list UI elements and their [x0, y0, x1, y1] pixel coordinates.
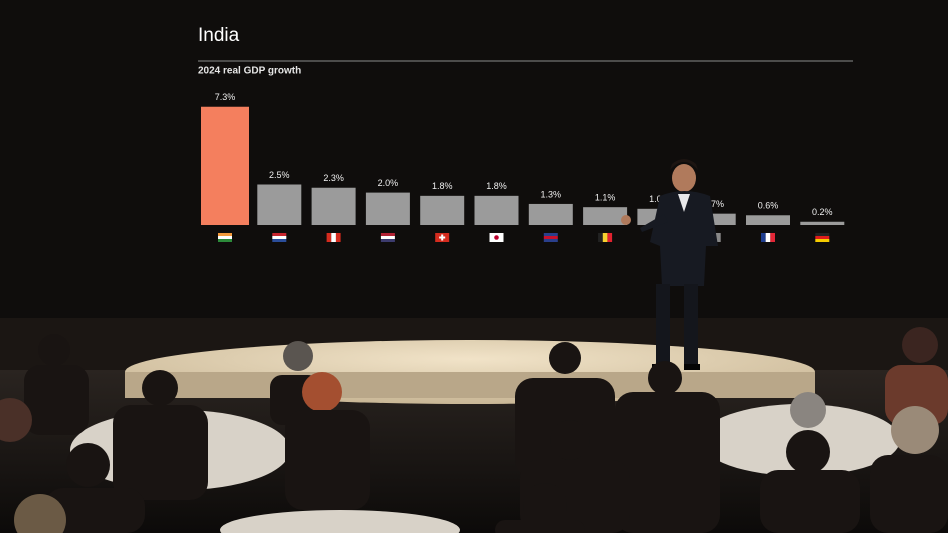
- flag-stripe: [380, 236, 395, 239]
- value-label: 2.3%: [323, 173, 344, 183]
- audience: [0, 327, 948, 533]
- flag-icon: [815, 233, 830, 242]
- bar: [257, 184, 302, 225]
- screen: [0, 0, 948, 320]
- flag-icon: [218, 233, 232, 242]
- bar: [420, 195, 465, 225]
- flag-stripe: [272, 239, 287, 242]
- flag-stripe: [489, 233, 504, 236]
- value-label: 0.6%: [758, 201, 779, 211]
- flag-stripe: [761, 233, 766, 242]
- bar: [528, 203, 573, 225]
- flag-stripe: [218, 233, 232, 236]
- flag-dot: [494, 235, 499, 240]
- flag-stripe: [543, 236, 558, 239]
- flag-stripe: [272, 236, 287, 239]
- flag-stripe: [335, 233, 341, 242]
- flag-stripe: [218, 239, 232, 242]
- bar: [311, 187, 356, 225]
- flag-stripe: [380, 239, 395, 242]
- flag-cross: [439, 234, 446, 241]
- value-label: 0.7%: [703, 199, 724, 209]
- flag-stripe: [218, 236, 232, 239]
- flag-icon: [380, 233, 395, 242]
- bars: 7.3%2.5%2.3%2.0%1.8%1.8%1.3%1.1%1.0%0.7%…: [201, 92, 845, 242]
- value-label: 1.3%: [541, 189, 562, 199]
- flag-stripe: [815, 233, 830, 236]
- flag-stripe: [602, 233, 608, 242]
- speaker: [621, 159, 718, 370]
- bar: [800, 221, 845, 225]
- flag-stripe: [543, 233, 558, 236]
- flag-icon: [598, 233, 613, 242]
- value-label: 1.8%: [432, 181, 453, 191]
- flag-stripe: [607, 233, 613, 242]
- flag-icon: [435, 233, 450, 242]
- chart-title: India: [198, 25, 240, 46]
- bar: [365, 192, 410, 225]
- bar: [201, 106, 249, 225]
- flag-stripe: [765, 233, 771, 242]
- value-label: 7.3%: [215, 92, 236, 102]
- flag-stripe: [815, 239, 830, 242]
- value-label: 0.2%: [812, 207, 833, 217]
- flag-stripe: [770, 233, 775, 242]
- bar: [583, 207, 628, 225]
- flag-stripe: [326, 233, 332, 242]
- stage-front: [125, 372, 815, 398]
- flag-stripe: [489, 239, 504, 242]
- flag-stripe: [598, 233, 603, 242]
- flag-stripe: [272, 233, 287, 236]
- chart-subtitle: 2024 real GDP growth: [198, 66, 301, 77]
- value-label: 1.8%: [486, 181, 507, 191]
- bar: [474, 195, 519, 225]
- flag-icon: [326, 233, 341, 242]
- flag-icon: [489, 233, 504, 242]
- value-label: 1.1%: [595, 193, 616, 203]
- flag-stripe: [380, 233, 395, 236]
- value-label: 2.5%: [269, 170, 290, 180]
- flag-icon: [543, 233, 558, 242]
- flag-stripe: [543, 239, 558, 242]
- flag-icon: [272, 233, 287, 242]
- flag-stripe: [815, 236, 830, 239]
- flag-icon: [761, 233, 775, 242]
- value-label: 2.0%: [378, 178, 399, 188]
- bar: [746, 215, 790, 225]
- flag-stripe: [331, 233, 336, 242]
